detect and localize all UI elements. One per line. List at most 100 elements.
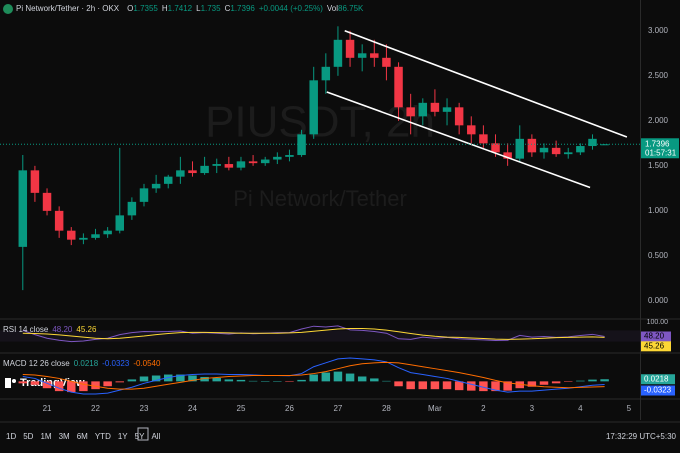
histogram-bar	[224, 379, 234, 382]
candle-body	[273, 156, 282, 160]
histogram-bar	[115, 381, 124, 383]
logo-mark	[5, 378, 16, 388]
indicator-title: MACD 12 26 close	[3, 359, 70, 368]
candle-body	[115, 215, 124, 231]
y-tick-label: 0.000	[648, 296, 669, 305]
legend-value: 45.26	[76, 325, 97, 334]
range-button[interactable]: 1Y	[118, 432, 128, 441]
candle-body	[176, 170, 185, 177]
candle-body	[260, 159, 270, 164]
x-tick-label: 26	[285, 404, 294, 413]
candle-body	[212, 164, 221, 166]
histogram-bar	[212, 377, 221, 382]
ohlc-value: 1.7412	[168, 4, 193, 13]
trend-line	[344, 30, 628, 138]
candle-body	[345, 39, 355, 58]
histogram-bar	[260, 381, 270, 382]
x-tick-label: 3	[530, 404, 535, 413]
symbol-title: Pi Network/Tether · 2h · OKX	[16, 4, 120, 13]
y-tick-label: 3.000	[648, 26, 669, 35]
histogram-bar	[151, 375, 161, 382]
candle-body	[588, 138, 597, 147]
histogram-bar	[394, 381, 403, 387]
symbol-icon	[3, 4, 13, 14]
candle-body	[418, 102, 428, 117]
legend-value: 48.20	[52, 325, 73, 334]
histogram-bar	[285, 381, 294, 382]
candle-body	[224, 164, 234, 168]
calendar-icon[interactable]	[137, 427, 149, 441]
candle-body	[551, 147, 561, 155]
x-tick-label: Mar	[428, 404, 442, 413]
value-box	[641, 341, 671, 352]
histogram-bar	[200, 376, 209, 382]
range-button[interactable]: 1M	[40, 432, 51, 441]
candle-body	[164, 176, 173, 184]
x-tick-label: 4	[578, 404, 583, 413]
histogram-bar	[42, 381, 52, 389]
candle-body	[248, 161, 258, 164]
histogram-bar	[248, 380, 258, 382]
histogram-bar	[176, 374, 185, 382]
histogram-bar	[79, 381, 88, 392]
indicator-line	[22, 361, 605, 390]
legend-value: 0.0218	[74, 359, 99, 368]
histogram-bar	[527, 381, 537, 387]
indicator-line	[22, 357, 605, 395]
y-tick-label: 100.00	[647, 319, 669, 326]
histogram-bar	[600, 379, 609, 382]
histogram-bar	[30, 381, 40, 385]
candle-body	[406, 107, 415, 117]
x-tick-label: 24	[188, 404, 197, 413]
histogram-bar	[333, 371, 343, 382]
x-tick-label: 25	[237, 404, 246, 413]
histogram-bar	[345, 373, 355, 382]
ohlc-key: H	[162, 4, 168, 13]
y-tick-label: 0.500	[648, 251, 669, 260]
histogram-bar	[467, 381, 476, 391]
candle-body	[321, 66, 331, 81]
value-box-label: 48.20	[644, 332, 665, 341]
legend-value: -0.0323	[102, 359, 130, 368]
range-button[interactable]: 5D	[23, 432, 33, 441]
range-button[interactable]: 5Y	[135, 432, 145, 441]
candle-body	[139, 188, 149, 202]
candle-body	[200, 165, 209, 174]
histogram-bar	[273, 381, 282, 382]
candle-body	[491, 143, 500, 153]
histogram-bar	[442, 381, 452, 390]
volume-value: 86.75K	[338, 4, 364, 13]
histogram-bar	[236, 379, 246, 382]
histogram-bar	[382, 380, 391, 382]
y-tick-label: 1.000	[648, 206, 669, 215]
histogram-bar	[454, 381, 464, 391]
histogram-bar	[103, 381, 112, 387]
range-button[interactable]: 3M	[59, 432, 70, 441]
candle-body	[515, 138, 524, 159]
range-button[interactable]: 6M	[77, 432, 88, 441]
histogram-bar	[127, 379, 137, 382]
ohlc-key: L	[196, 4, 201, 13]
clock: 17:32:29 UTC+5:30	[606, 432, 677, 441]
candle-body	[539, 147, 549, 153]
histogram-bar	[503, 381, 512, 391]
indicator-line	[22, 325, 605, 343]
histogram-bar	[357, 376, 367, 382]
range-button[interactable]: All	[151, 432, 160, 441]
ohlc-value: 1.7355	[133, 4, 158, 13]
indicator-title: RSI 14 close	[3, 325, 49, 334]
candle-body	[600, 144, 609, 146]
histogram-bar	[91, 381, 100, 390]
histogram-bar	[188, 375, 197, 382]
candle-body	[442, 107, 452, 112]
histogram-bar	[539, 381, 549, 385]
histogram-bar	[491, 381, 500, 392]
histogram-bar	[309, 374, 318, 382]
range-button[interactable]: 1D	[6, 432, 16, 441]
candle-body	[91, 234, 100, 238]
range-button[interactable]: YTD	[95, 432, 111, 441]
candle-body	[309, 80, 318, 135]
x-tick-label: 5	[627, 404, 632, 413]
candle-body	[151, 183, 161, 189]
